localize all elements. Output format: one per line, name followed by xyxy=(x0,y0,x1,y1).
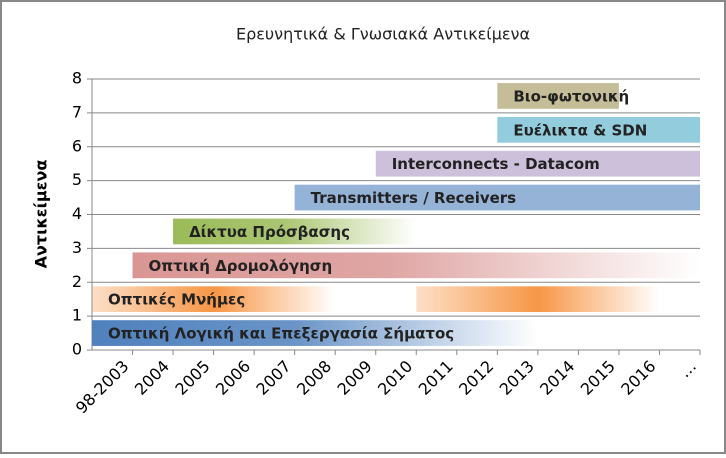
bar xyxy=(173,218,417,245)
bar-label: Interconnects - Datacom xyxy=(392,155,600,173)
y-tick-label: 2 xyxy=(72,272,82,291)
bar xyxy=(416,286,660,313)
bar xyxy=(92,320,538,346)
bar xyxy=(497,83,619,109)
y-axis-label: Αντικείμενα xyxy=(32,160,51,269)
y-tick-label: 0 xyxy=(72,340,82,359)
bar-label: Ευέλικτα & SDN xyxy=(513,121,647,139)
bar xyxy=(294,184,700,211)
y-tick-label: 7 xyxy=(72,102,82,121)
y-tick-label: 8 xyxy=(72,69,82,88)
bar xyxy=(92,286,336,313)
y-tick-label: 4 xyxy=(72,204,82,223)
bar xyxy=(497,116,700,143)
bar-label: Transmitters / Receivers xyxy=(311,189,517,207)
bar-label: Οπτική Λογική και Επεξεργασία Σήματος xyxy=(108,325,454,343)
y-tick-label: 3 xyxy=(72,238,82,257)
y-tick-label: 5 xyxy=(72,170,82,189)
bar-label: Οπτικές Μνήμες xyxy=(108,291,245,309)
y-tick-label: 1 xyxy=(72,306,82,325)
bar xyxy=(375,150,700,177)
bar xyxy=(132,252,701,279)
bar-label: Οπτική Δρομολόγηση xyxy=(149,257,333,275)
y-tick-label: 6 xyxy=(72,136,82,155)
bar-label: Βιο-φωτονική xyxy=(513,87,629,105)
bar-label: Δίκτυα Πρόσβασης xyxy=(189,223,350,241)
chart-title: Ερευνητικά & Γνωσιακά Αντικείμενα xyxy=(236,25,530,44)
